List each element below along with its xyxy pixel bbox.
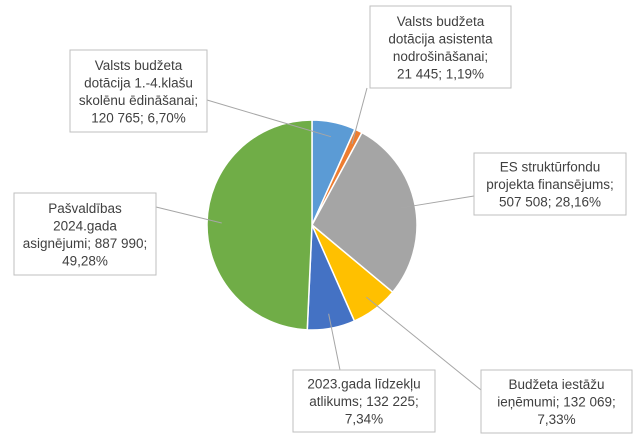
- data-label-5-line-2: asignējumi; 887 990;: [23, 236, 148, 251]
- data-label-2-line-0: ES struktūrfondu: [500, 160, 601, 175]
- data-label-2-line-2: 507 508; 28,16%: [499, 195, 601, 210]
- data-label-1-line-0: Valsts budžeta: [397, 14, 485, 29]
- data-label-0-line-2: skolēnu ēdināšanai;: [79, 93, 198, 108]
- pie-slices: [206, 119, 418, 331]
- leader-line-1: [351, 87, 368, 145]
- data-label-2-line-1: projekta finansējums;: [486, 177, 614, 192]
- leader-line-3: [366, 296, 482, 391]
- data-label-5-line-3: 49,28%: [62, 253, 108, 268]
- leader-line-5: [155, 206, 222, 224]
- data-label-box-5: [13, 192, 157, 276]
- data-label-1-line-3: 21 445; 1,19%: [397, 66, 484, 81]
- data-label-3-line-2: 7,33%: [537, 412, 575, 427]
- pie-slice-5: [206, 119, 313, 331]
- data-label-5-line-1: 2024.gada: [53, 218, 117, 233]
- data-label-4-line-2: 7,34%: [345, 412, 383, 427]
- data-label-0-line-0: Valsts budžeta: [95, 58, 183, 73]
- data-label-3-line-1: ieņēmumi; 132 069;: [497, 395, 616, 410]
- data-label-1-line-2: nodrošināšanai;: [393, 49, 488, 64]
- data-label-1-line-1: dotācija asistenta: [388, 31, 493, 46]
- data-label-0-line-3: 120 765; 6,70%: [91, 110, 186, 125]
- data-label-box-3: [480, 369, 633, 434]
- data-label-4-line-0: 2023.gada līdzekļu: [307, 377, 420, 392]
- leader-line-2: [400, 195, 475, 209]
- leader-line-4: [328, 313, 341, 371]
- data-label-0-line-1: dotācija 1.-4.klašu: [84, 75, 193, 90]
- data-label-box-4: [292, 369, 436, 433]
- data-label-5-line-0: Pašvaldības: [48, 201, 122, 216]
- leader-line-0: [206, 99, 332, 138]
- data-label-box-0: [69, 49, 208, 133]
- data-label-box-2: [473, 152, 627, 216]
- data-label-callouts: Valsts budžeta dotācija 1.-4.klašu skolēnu…: [13, 5, 633, 434]
- data-label-box-1: [369, 5, 512, 89]
- data-label-4-line-1: atlikums; 132 225;: [309, 394, 419, 409]
- data-label-3-line-0: Budžeta iestāžu: [508, 377, 604, 392]
